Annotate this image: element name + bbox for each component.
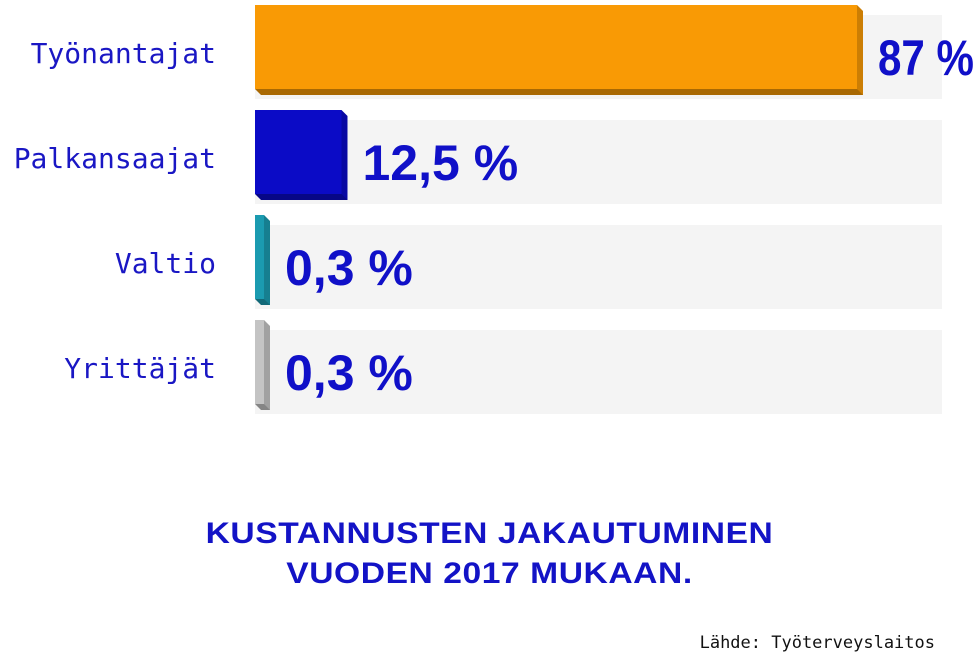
bar [255,5,857,89]
bar-bottom [255,89,863,95]
bar-side [264,320,270,410]
bar-chart: Työnantajat 87 % Palkansaajat 12,5 % Valtio 0… [14,5,974,414]
value-label: 87 % [878,30,974,86]
bar-track [255,120,942,204]
value-label: 0,3 % [285,240,413,296]
bar-bottom [255,299,270,305]
bar-side [341,110,348,200]
category-label: Yrittäjät [64,352,216,385]
source-note: Lähde: Työterveyslaitos [699,633,935,653]
bar [255,110,342,194]
chart-title: KUSTANNUSTEN JAKAUTUMINEN VUODEN 2017 MU… [0,514,979,594]
value-label: 12,5 % [362,135,518,191]
bar [255,320,264,404]
category-label: Työnantajat [31,37,216,70]
bar-side [857,5,863,95]
bar [255,215,264,299]
chart-title-line-2: VUODEN 2017 MUKAAN. [286,557,693,590]
bar-bottom [255,404,270,410]
bar-track [255,225,942,309]
value-label: 0,3 % [285,345,413,401]
category-label: Valtio [115,247,216,280]
bar-track [255,330,942,414]
chart-title-line-1: KUSTANNUSTEN JAKAUTUMINEN [205,517,774,550]
category-label: Palkansaajat [14,142,216,175]
bar-bottom [255,194,348,200]
bar-side [264,215,270,305]
